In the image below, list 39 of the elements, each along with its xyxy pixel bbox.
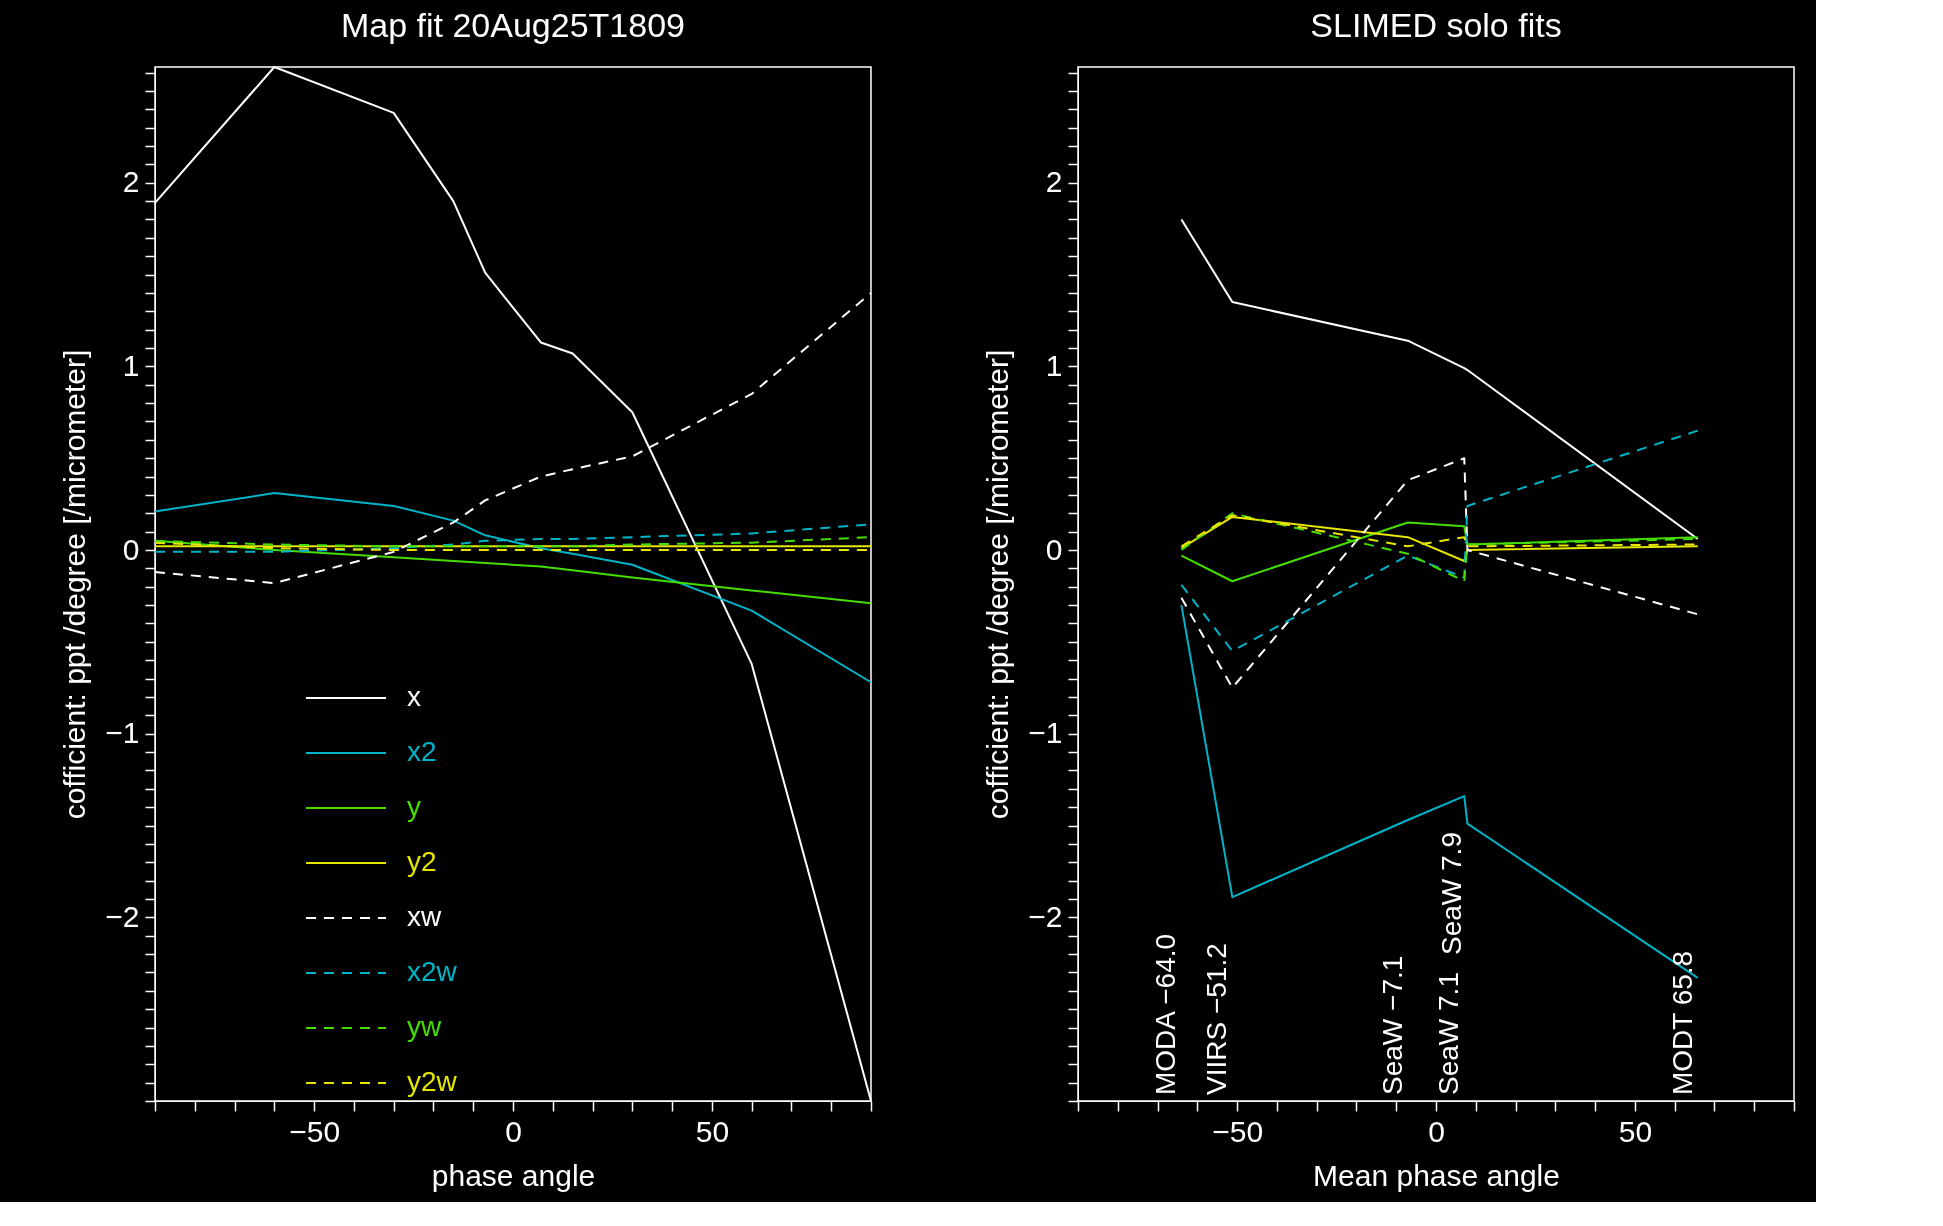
- legend-label: y2w: [407, 1066, 458, 1097]
- y-tick-label: 1: [122, 348, 140, 382]
- chart-title: Map fit 20Aug25T1809: [340, 5, 686, 44]
- y-tick-label: 2: [122, 165, 140, 199]
- x-tick-label: −50: [289, 1114, 341, 1148]
- annotation: MODT 65.8: [1666, 950, 1698, 1095]
- legend-label: y: [407, 791, 421, 822]
- y-tick-label: −1: [1028, 716, 1063, 750]
- y-tick-label: −2: [1028, 899, 1063, 933]
- legend-label: x: [407, 681, 421, 712]
- y-tick-label: 0: [122, 532, 140, 566]
- x-axis-title: phase angle: [431, 1158, 596, 1192]
- y-axis-title: cofficient: ppt /degree [/micrometer]: [58, 349, 92, 820]
- line-series: [154, 492, 872, 684]
- x-tick-label: 0: [1428, 1114, 1445, 1148]
- legend-label: xw: [407, 901, 442, 932]
- y-tick-label: −1: [105, 716, 140, 750]
- legend-label: x2: [407, 736, 437, 767]
- x-tick-label: 50: [1618, 1114, 1653, 1148]
- y-tick-label: 2: [1045, 165, 1063, 199]
- x-tick-label: 50: [695, 1114, 730, 1148]
- y-tick-label: −2: [105, 899, 140, 933]
- legend-label: y2: [407, 846, 437, 877]
- legend-label: x2w: [407, 956, 458, 987]
- x-tick-label: −50: [1212, 1114, 1264, 1148]
- annotation: SeaW 7.1: [1433, 972, 1465, 1095]
- line-series: [1180, 218, 1699, 540]
- annotation: MODA −64.0: [1150, 933, 1182, 1095]
- annotation: SeaW −7.1: [1376, 955, 1408, 1095]
- line-series: [1180, 429, 1699, 653]
- y-tick-label: 0: [1045, 532, 1063, 566]
- y-tick-label: 1: [1045, 348, 1063, 382]
- annotation: SeaW 7.9: [1436, 832, 1468, 955]
- chart-title: SLIMED solo fits: [1310, 5, 1562, 44]
- x-axis-title: Mean phase angle: [1313, 1158, 1560, 1192]
- x-tick-label: 0: [505, 1114, 522, 1148]
- legend-label: yw: [407, 1011, 442, 1042]
- annotation: VIIRS −51.2: [1201, 943, 1233, 1095]
- y-axis-title: cofficient: ppt /degree [/micrometer]: [981, 349, 1015, 820]
